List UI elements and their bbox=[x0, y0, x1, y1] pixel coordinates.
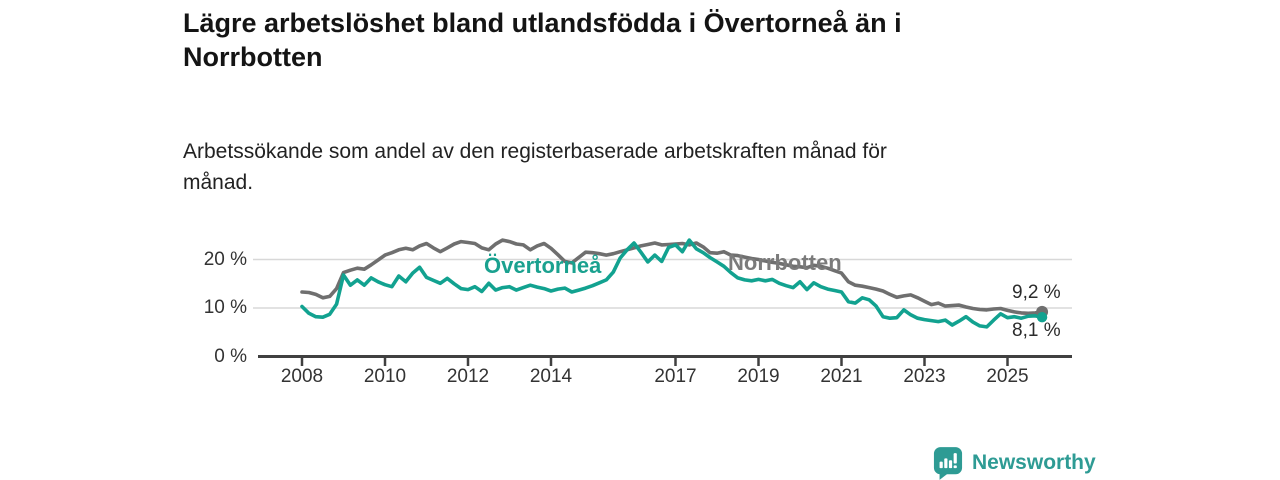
x-tick-label-2017: 2017 bbox=[654, 366, 697, 387]
x-tick-label-2023: 2023 bbox=[903, 366, 946, 387]
y-tick-label-0: 0 % bbox=[214, 345, 247, 367]
x-tick-label-2021: 2021 bbox=[820, 366, 863, 387]
y-tick-label-20: 20 % bbox=[203, 248, 247, 270]
series-label-overtornea: Övertorneå bbox=[484, 253, 602, 278]
end-value-overtornea: 8,1 % bbox=[1012, 320, 1061, 341]
page-title-line1: Lägre arbetslöshet bland utlandsfödda i … bbox=[183, 8, 902, 38]
y-tick-label-10: 10 % bbox=[203, 297, 247, 318]
series-line-övertorneå bbox=[300, 238, 1044, 329]
newsworthy-logo: Newsworthy bbox=[933, 446, 1096, 480]
page-title: Lägre arbetslöshet bland utlandsfödda i … bbox=[183, 6, 1143, 74]
newsworthy-wordmark: Newsworthy bbox=[972, 451, 1096, 474]
x-tick-label-2012: 2012 bbox=[446, 366, 490, 387]
chart-subtitle: Arbetssökande som andel av den registerb… bbox=[183, 136, 1083, 198]
end-value-norrbotten: 9,2 % bbox=[1012, 282, 1061, 303]
series-label-norrbotten: Norrbotten bbox=[728, 250, 842, 275]
chart-subtitle-line1: Arbetssökande som andel av den registerb… bbox=[183, 140, 887, 163]
series-line-norrbotten bbox=[300, 238, 1044, 316]
x-tick-label-2014: 2014 bbox=[529, 366, 573, 387]
x-tick-label-2019: 2019 bbox=[737, 366, 780, 387]
x-tick-label-2008: 2008 bbox=[280, 366, 324, 387]
page-title-line2: Norrbotten bbox=[183, 42, 323, 72]
series-end-dot-övertorneå bbox=[1036, 312, 1048, 323]
x-tick-label-2010: 2010 bbox=[363, 366, 407, 387]
chart-subtitle-line2: månad. bbox=[183, 171, 254, 194]
x-tick-label-2025: 2025 bbox=[986, 366, 1029, 387]
newsworthy-bar-chart-icon bbox=[933, 447, 963, 480]
